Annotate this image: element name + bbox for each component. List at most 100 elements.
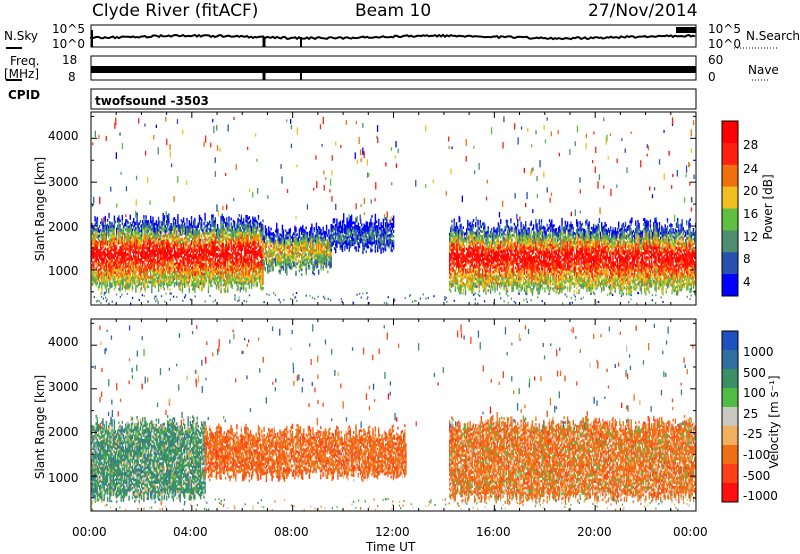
power-cell bbox=[104, 247, 106, 251]
power-cell bbox=[171, 240, 173, 243]
cpid-label: CPID bbox=[8, 89, 40, 101]
power-cell bbox=[135, 227, 137, 230]
power-cell bbox=[131, 223, 134, 227]
power-cell bbox=[286, 234, 288, 237]
power-cell bbox=[139, 224, 142, 228]
power-cell bbox=[111, 236, 113, 240]
power-cell bbox=[113, 261, 116, 265]
power-cell bbox=[355, 234, 357, 238]
power-cell bbox=[298, 259, 301, 263]
power-cell bbox=[131, 288, 134, 292]
power-cell bbox=[197, 266, 199, 269]
power-cell bbox=[135, 258, 137, 262]
power-cell bbox=[247, 224, 249, 228]
power-cell bbox=[123, 247, 126, 250]
power-cell bbox=[237, 251, 239, 255]
power-cell bbox=[137, 257, 139, 260]
power-cell bbox=[384, 234, 387, 237]
power-cell bbox=[207, 280, 210, 284]
power-cell bbox=[226, 219, 228, 223]
power-cell bbox=[120, 272, 122, 275]
power-cell bbox=[223, 230, 226, 233]
power-cell bbox=[137, 266, 139, 270]
power-cell bbox=[201, 223, 203, 227]
power-cell bbox=[95, 245, 97, 248]
power-cell bbox=[181, 268, 184, 272]
power-cell bbox=[137, 223, 139, 227]
power-cell bbox=[144, 251, 146, 254]
power-cell bbox=[362, 248, 364, 252]
power-cell bbox=[101, 252, 103, 255]
power-cell bbox=[315, 241, 318, 245]
power-cell bbox=[240, 248, 243, 252]
power-cell bbox=[94, 237, 96, 241]
power-cell bbox=[148, 264, 151, 267]
power-cell bbox=[214, 217, 216, 220]
power-cell bbox=[181, 256, 184, 260]
power-cell bbox=[211, 250, 213, 254]
power-cell bbox=[154, 268, 156, 272]
power-cell bbox=[254, 255, 256, 259]
power-cell bbox=[325, 224, 328, 228]
power-cell bbox=[244, 274, 246, 277]
power-cell bbox=[108, 254, 110, 258]
power-cell bbox=[272, 261, 274, 264]
power-cell bbox=[322, 260, 324, 264]
power-cell bbox=[94, 240, 96, 244]
power-cell bbox=[344, 248, 346, 251]
power-cell bbox=[121, 243, 123, 247]
power-cell bbox=[111, 284, 113, 288]
power-cell bbox=[174, 238, 177, 242]
power-cell bbox=[276, 230, 278, 233]
power-cell bbox=[123, 240, 126, 243]
power-cell bbox=[101, 290, 103, 294]
power-cell bbox=[139, 241, 142, 245]
power-cell bbox=[118, 227, 120, 231]
power-cell bbox=[147, 234, 150, 238]
power-cell bbox=[211, 272, 213, 276]
power-cell bbox=[352, 238, 354, 242]
power-cell bbox=[154, 273, 156, 277]
power-cell bbox=[92, 244, 94, 247]
power-cell bbox=[250, 269, 253, 273]
power-cell bbox=[131, 233, 134, 237]
power-cell bbox=[319, 260, 321, 264]
power-cell bbox=[145, 234, 147, 238]
power-cell bbox=[220, 230, 222, 234]
power-cell bbox=[96, 279, 99, 283]
power-cell bbox=[272, 244, 274, 247]
power-cell bbox=[110, 249, 112, 252]
power-cell bbox=[157, 216, 160, 220]
power-cell bbox=[181, 259, 184, 262]
power-cell bbox=[97, 234, 100, 238]
power-cell bbox=[244, 262, 246, 265]
power-cell bbox=[223, 247, 226, 250]
power-cell bbox=[248, 286, 251, 289]
power-cell bbox=[145, 222, 147, 226]
power-cell bbox=[143, 251, 145, 255]
power-cell bbox=[153, 239, 155, 243]
power-cell bbox=[150, 220, 152, 224]
power-cell bbox=[178, 236, 180, 239]
power-cell bbox=[168, 271, 170, 274]
power-cell bbox=[260, 228, 262, 232]
power-cell bbox=[94, 257, 96, 260]
power-cell bbox=[117, 231, 119, 235]
power-cell bbox=[91, 266, 93, 270]
power-cell bbox=[256, 267, 258, 270]
power-cell bbox=[329, 248, 331, 252]
power-cell bbox=[308, 255, 311, 258]
power-cell bbox=[101, 220, 103, 224]
power-cell bbox=[92, 249, 94, 252]
power-cell bbox=[157, 250, 160, 254]
power-cell bbox=[112, 263, 114, 267]
power-cell bbox=[214, 224, 216, 227]
power-cell bbox=[108, 256, 110, 260]
power-cell bbox=[184, 251, 186, 255]
power-cell bbox=[134, 221, 136, 225]
power-cell bbox=[103, 277, 105, 281]
power-cell bbox=[358, 231, 361, 234]
power-cell bbox=[240, 243, 243, 247]
power-cell bbox=[184, 275, 186, 279]
power-cell bbox=[289, 254, 291, 258]
